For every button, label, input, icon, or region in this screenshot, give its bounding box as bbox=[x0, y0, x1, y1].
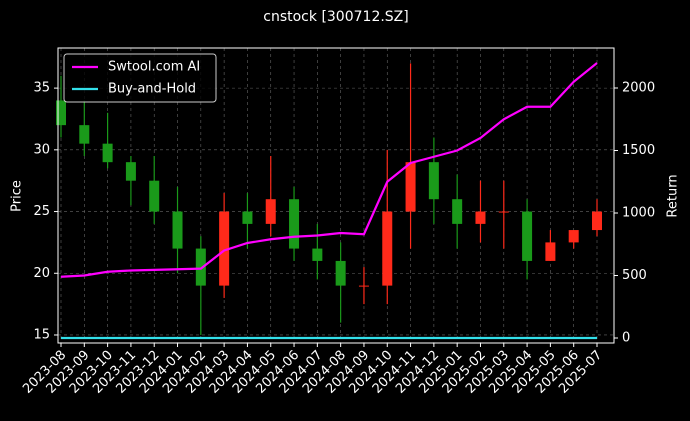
legend-label: Buy-and-Hold bbox=[108, 82, 196, 97]
candle-body bbox=[79, 125, 90, 144]
candle-body bbox=[568, 230, 579, 243]
chart-title: cnstock [300712.SZ] bbox=[263, 9, 408, 25]
candle-body bbox=[592, 211, 602, 231]
candle-body bbox=[265, 199, 276, 224]
candle-body bbox=[335, 260, 346, 286]
y2-tick-label: 500 bbox=[622, 268, 647, 283]
y-tick-label: 30 bbox=[33, 142, 50, 157]
line-series bbox=[60, 62, 598, 278]
y2-axis-label: Return bbox=[666, 174, 681, 217]
y-tick-label: 35 bbox=[33, 81, 50, 96]
legend-label: Swtool.com AI bbox=[108, 60, 200, 75]
candle-body bbox=[149, 180, 160, 212]
y-axis-label: Price bbox=[10, 180, 25, 212]
y-tick-label: 25 bbox=[33, 204, 50, 219]
candle-body bbox=[172, 211, 183, 249]
candle-body bbox=[289, 199, 300, 249]
candle-body bbox=[312, 248, 323, 261]
y2-tick-label: 2000 bbox=[622, 81, 655, 96]
y2-tick-label: 0 bbox=[622, 331, 630, 346]
candle-body bbox=[242, 211, 253, 224]
candle-body bbox=[56, 100, 66, 126]
y-tick-label: 20 bbox=[33, 266, 50, 281]
candle-body bbox=[405, 162, 416, 212]
y2-tick-label: 1500 bbox=[622, 143, 655, 158]
candle-body bbox=[428, 162, 439, 200]
candle-body bbox=[452, 199, 463, 224]
candle-body bbox=[498, 211, 509, 213]
y2-tick-label: 1000 bbox=[622, 206, 655, 221]
legend-box bbox=[63, 53, 217, 103]
candle-body bbox=[545, 242, 556, 261]
candle-body bbox=[219, 211, 230, 286]
candle-body bbox=[125, 162, 136, 181]
candle-body bbox=[522, 211, 533, 261]
candle-body bbox=[102, 143, 113, 163]
candle-body bbox=[475, 211, 486, 224]
candle-body bbox=[358, 285, 369, 287]
y-tick-label: 15 bbox=[33, 327, 50, 342]
candle-body bbox=[195, 248, 206, 286]
plot-frame bbox=[57, 47, 615, 344]
candle-body bbox=[382, 211, 393, 286]
